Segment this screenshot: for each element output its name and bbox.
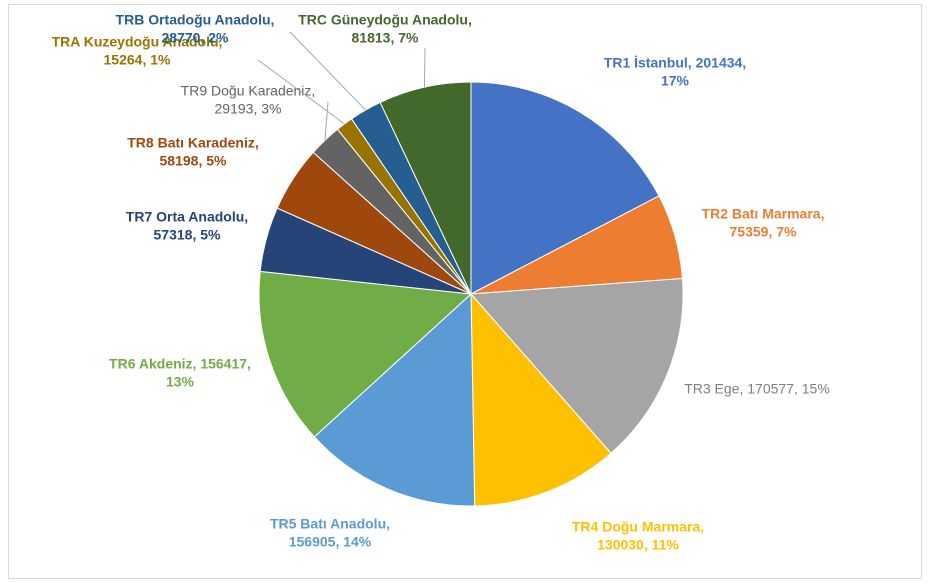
pie-slice xyxy=(313,292,476,507)
data-label: 13% xyxy=(166,374,195,390)
pie-slice xyxy=(469,277,684,454)
data-label: 29193, 3% xyxy=(215,101,282,117)
data-label: 81813, 7% xyxy=(352,30,419,46)
data-label: TRC Güneydoğu Anadolu, xyxy=(298,12,472,28)
data-label: TRB Ortadoğu Anadolu, xyxy=(116,12,275,28)
data-label: 58198, 5% xyxy=(160,153,227,169)
data-label: TR9 Doğu Karadeniz, xyxy=(181,83,316,99)
data-label: TR1 İstanbul, 201434, xyxy=(604,55,746,71)
data-label: 57318, 5% xyxy=(154,227,221,243)
data-label: TR5 Batı Anadolu, xyxy=(270,516,390,532)
data-label: 130030, 11% xyxy=(597,537,679,553)
data-label: TR2 Batı Marmara, xyxy=(702,206,825,222)
pie-slice xyxy=(258,270,473,438)
leader-line xyxy=(289,31,366,111)
data-label: 17% xyxy=(661,73,690,89)
leader-line xyxy=(257,59,345,125)
data-label: TR8 Batı Karadeniz, xyxy=(127,135,258,151)
pie-slice xyxy=(470,292,612,507)
data-label: TR3 Ege, 170577, 15% xyxy=(684,381,830,397)
pie-slice xyxy=(470,81,660,295)
data-label: TRA Kuzeydoğu Anadolu, xyxy=(52,34,223,50)
data-label: 75359, 7% xyxy=(730,224,797,240)
leader-line xyxy=(324,101,329,141)
data-label: TR4 Doğu Marmara, xyxy=(572,519,704,535)
data-label: TR7 Orta Anadolu, xyxy=(126,209,248,225)
data-label: TR6 Akdeniz, 156417, xyxy=(109,356,251,372)
data-label: 28770, 2% xyxy=(162,30,229,46)
data-label: 156905, 14% xyxy=(289,534,372,550)
data-label: 15264, 1% xyxy=(104,52,171,68)
leader-line xyxy=(423,47,426,88)
